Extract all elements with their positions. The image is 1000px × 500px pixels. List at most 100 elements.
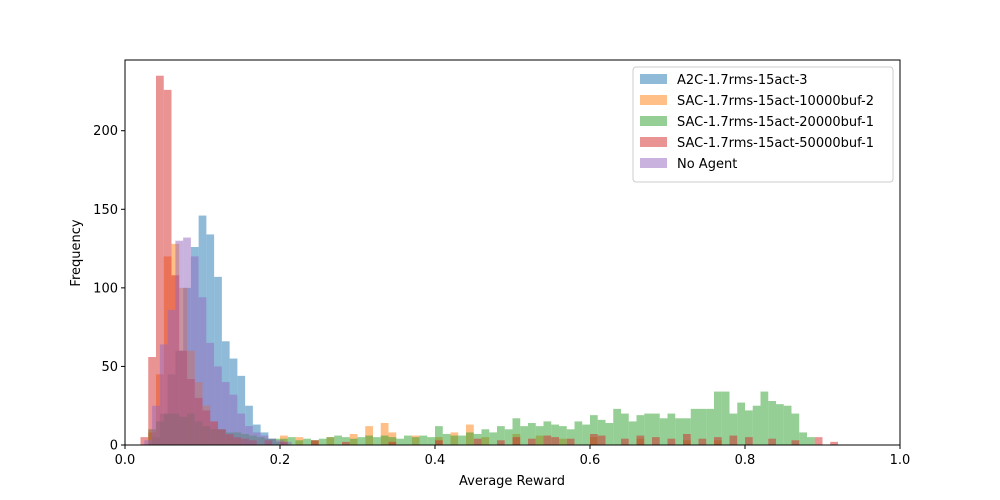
histogram-bar xyxy=(768,438,776,445)
legend-swatch xyxy=(640,137,667,147)
histogram-bar xyxy=(156,75,164,445)
histogram-bar xyxy=(543,421,552,445)
histogram-bar xyxy=(380,423,389,445)
histogram-bar xyxy=(435,440,443,445)
y-tick-label: 200 xyxy=(93,124,118,139)
histogram-bar xyxy=(303,438,311,445)
histogram-bar xyxy=(163,89,172,445)
histogram-bar xyxy=(365,435,373,445)
histogram-bar xyxy=(706,408,714,445)
histogram-bar xyxy=(458,435,466,445)
histogram-bar xyxy=(237,413,246,445)
histogram-bar xyxy=(252,432,261,445)
histogram-bar xyxy=(721,391,730,445)
histogram-bar xyxy=(268,438,277,445)
histogram-bar xyxy=(473,438,482,445)
histogram-bar xyxy=(326,437,335,445)
x-tick-label: 0.6 xyxy=(580,453,601,468)
histogram-bar xyxy=(605,423,614,445)
histogram-bar xyxy=(698,408,707,445)
histogram-bar xyxy=(597,435,606,445)
histogram-bar xyxy=(652,437,660,445)
histogram-bar xyxy=(597,419,606,445)
histogram-bar xyxy=(388,441,397,445)
histogram-bar xyxy=(411,437,420,445)
y-tick-label: 50 xyxy=(101,360,118,375)
histogram-bar xyxy=(535,426,544,445)
histogram-bar xyxy=(283,441,292,445)
histogram-bar xyxy=(551,424,559,445)
legend-box xyxy=(632,66,894,183)
histogram-bar xyxy=(737,402,745,445)
histogram-bar xyxy=(566,438,575,445)
histogram-bar xyxy=(520,426,528,445)
histogram-bar xyxy=(419,435,428,445)
histogram-bar xyxy=(791,440,800,445)
histogram-bar xyxy=(190,256,199,445)
histogram-bar xyxy=(714,391,722,445)
histogram-bar xyxy=(830,441,838,445)
histogram-bar xyxy=(551,437,559,445)
histogram-bar xyxy=(206,342,215,445)
histogram-bar xyxy=(442,434,451,445)
histogram-bar xyxy=(466,432,474,445)
histogram-bar xyxy=(295,440,304,445)
histogram-bar xyxy=(497,440,505,445)
legend-swatch xyxy=(640,95,667,105)
histogram-bar xyxy=(752,405,761,445)
x-axis: 0.0 0.2 0.4 0.6 0.8 1.0 xyxy=(115,445,911,468)
histogram-bar xyxy=(404,435,412,445)
histogram-bar xyxy=(690,408,699,445)
histogram-bar xyxy=(512,437,521,445)
histogram-bar xyxy=(214,276,222,445)
histogram-bar xyxy=(380,435,389,445)
histogram-bar xyxy=(729,413,738,445)
histogram-bar xyxy=(148,357,156,445)
legend-label: No Agent xyxy=(677,157,737,172)
legend-label: A2C-1.7rms-15act-3 xyxy=(677,73,808,88)
histogram-bar xyxy=(318,438,327,445)
histogram-bar xyxy=(683,418,691,445)
x-axis-label: Average Reward xyxy=(459,474,565,489)
histogram-bar xyxy=(659,418,668,445)
histogram-bar xyxy=(621,438,629,445)
histogram-bar xyxy=(365,426,373,445)
histogram-bar xyxy=(628,421,637,445)
histogram-bar xyxy=(206,234,215,445)
histogram-bar xyxy=(698,438,707,445)
histogram-bar xyxy=(559,426,567,445)
histogram-bar xyxy=(512,418,521,445)
histogram-bar xyxy=(245,426,253,445)
x-tick-label: 0.2 xyxy=(270,453,291,468)
y-tick-label: 150 xyxy=(93,203,118,218)
histogram-bar xyxy=(729,435,738,445)
y-tick-label: 0 xyxy=(110,439,118,454)
histogram-bar xyxy=(636,435,645,445)
histogram-bar xyxy=(183,237,191,445)
histogram-bar xyxy=(783,405,792,445)
x-tick-label: 0.8 xyxy=(735,453,756,468)
histogram-bar xyxy=(349,438,358,445)
histogram-bar xyxy=(590,434,598,445)
histogram-bar xyxy=(175,240,184,445)
x-tick-label: 1.0 xyxy=(890,453,911,468)
histogram-bar xyxy=(714,437,722,445)
histogram-bar xyxy=(342,437,350,445)
legend-swatch xyxy=(640,158,667,168)
histogram-bar xyxy=(644,413,652,445)
histogram-bar xyxy=(450,435,459,445)
y-axis-label: Frequency xyxy=(69,219,84,286)
histogram-bar xyxy=(745,437,753,445)
histogram-bar xyxy=(260,435,269,445)
legend-label: SAC-1.7rms-15act-20000buf-1 xyxy=(677,115,874,130)
histogram-bar xyxy=(621,413,629,445)
histogram-bar xyxy=(435,426,443,445)
histogram-bar xyxy=(167,309,176,445)
histogram-bar xyxy=(543,435,552,445)
histogram-bar xyxy=(807,437,815,445)
histogram-bar xyxy=(311,440,319,445)
series-4 xyxy=(144,237,292,445)
histogram-bar xyxy=(504,429,513,445)
histogram-bar xyxy=(373,437,381,445)
